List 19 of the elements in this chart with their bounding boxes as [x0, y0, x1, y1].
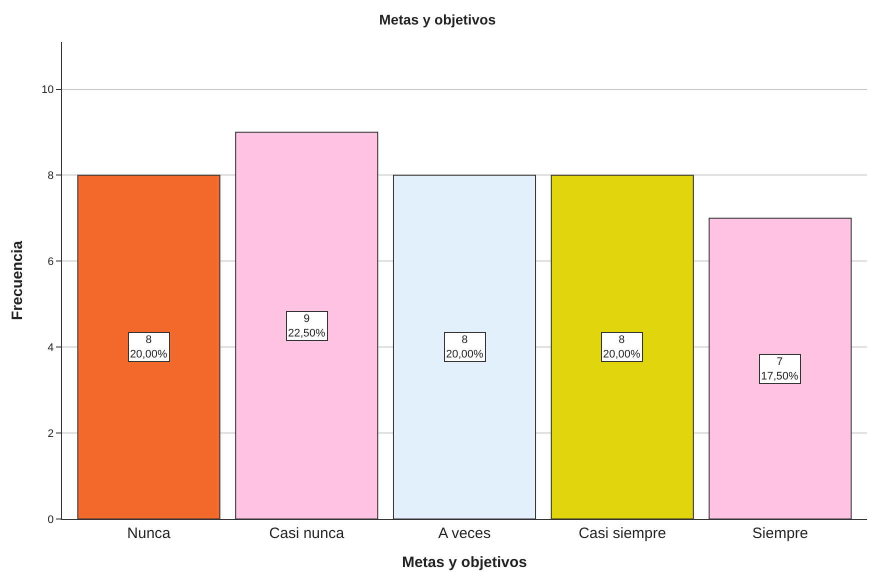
data-label: 9 22,50% [288, 313, 326, 340]
y-axis-title: Frecuencia [8, 240, 26, 320]
x-axis-title: Metas y objetivos [402, 554, 528, 571]
x-tick-label: Casi siempre [578, 525, 666, 542]
data-label: 7 17,50% [761, 356, 799, 382]
data-label: 8 20,00% [446, 334, 484, 360]
x-tick-label: Siempre [752, 525, 808, 542]
x-tick-label: A veces [438, 525, 491, 542]
data-label: 8 20,00% [130, 334, 168, 360]
y-tick-label: 4 [48, 342, 54, 354]
y-tick-label: 6 [48, 256, 54, 268]
y-tick-label: 8 [48, 170, 54, 182]
y-tick-label: 2 [48, 428, 54, 440]
data-label: 8 20,00% [603, 334, 641, 360]
y-tick-label: 0 [48, 514, 54, 526]
x-tick-label: Casi nunca [269, 525, 345, 542]
x-tick-label: Nunca [127, 525, 172, 542]
chart-title: Metas y objetivos [379, 12, 496, 28]
y-tick-label: 10 [42, 84, 54, 96]
